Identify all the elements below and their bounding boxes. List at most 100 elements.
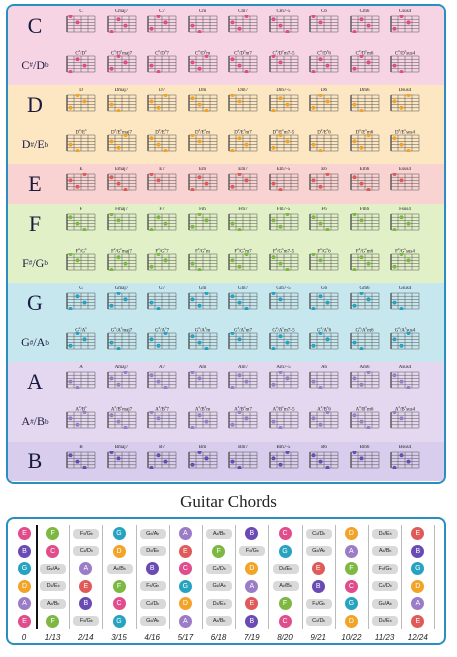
chord-diagram: B6: [309, 445, 339, 471]
chord-diagram: G#/Ab: [66, 326, 96, 352]
fret-number: 7/19: [244, 633, 260, 642]
chord-name: D#/Eb: [75, 127, 87, 136]
chord-diagram: A#/Bbsus4: [390, 405, 420, 431]
fret-grid: [228, 372, 258, 390]
note-marker: D #/E b: [372, 616, 399, 626]
chord-diagram: D#/Ebm7-5: [268, 128, 299, 154]
note-marker: C #/D b: [206, 563, 233, 574]
fret-grid: [228, 292, 258, 311]
chord-diagram: G#/Abmaj7: [106, 326, 137, 352]
fret-grid: [390, 94, 420, 112]
chord-diagram: Dm7-5: [268, 88, 299, 114]
chord-name: D#/Ebm: [195, 127, 210, 136]
chord-name: Amaj7: [114, 365, 129, 371]
fret-grid: [390, 411, 420, 429]
chord-name: A#/Bbmaj7: [110, 405, 133, 413]
fret-grid: [66, 55, 96, 73]
fret-grid: [349, 292, 379, 310]
fret-line: [235, 525, 237, 629]
chord-chart: C C Cmaj7 C7 Cm Cm7 Cm7-5 C6 Cm6 Csus4 C #/D b C#/Db C…: [6, 4, 446, 484]
fret-grid: [106, 292, 136, 310]
chord-name: Am7-5: [276, 365, 291, 371]
chord-name: E6: [321, 167, 327, 173]
chord-diagram: A#/Bbm6: [349, 405, 380, 431]
chord-diagram: B7: [147, 445, 177, 471]
chord-name: A6: [320, 365, 328, 371]
fret-grid: [309, 252, 339, 270]
chord-name: Cm6: [359, 9, 370, 14]
fret-grid: [66, 252, 96, 270]
note-marker: C: [178, 562, 192, 575]
fret-grid: [268, 332, 298, 350]
chord-diagram: Em7: [228, 167, 258, 193]
note-marker: A #/B b: [206, 528, 233, 539]
note-marker: D: [344, 614, 358, 628]
chord-diagram: Gm: [187, 286, 218, 312]
chord-name: Gm: [198, 286, 207, 292]
chord-diagram: D#/Eb6: [309, 128, 339, 154]
note-marker: B: [79, 597, 93, 610]
fret-grid: [228, 213, 258, 231]
fret-grid: [147, 213, 177, 231]
note-marker: C: [278, 614, 292, 628]
chord-name: Csus4: [398, 9, 412, 14]
chord-row-9: A A Amaj7 A7 Am Am7 Am7-5 A6 Am6 Asus4: [8, 362, 444, 402]
root-label: F #/G b: [22, 255, 48, 270]
chord-name: Gm6: [359, 286, 370, 292]
chord-diagram: C#/Dbm6: [349, 49, 380, 75]
chord-name: C#/Db: [75, 48, 87, 57]
chord-name: G#/Absus4: [394, 325, 416, 334]
fret-grid: [390, 292, 420, 311]
chord-diagram: A#/Bbm: [187, 405, 218, 431]
chord-name: D#/Ebsus4: [395, 127, 415, 136]
root-label: A #/B b: [21, 414, 49, 429]
chord-name: Dm: [198, 88, 207, 94]
fret-grid: [66, 134, 96, 152]
fret-grid: [147, 451, 177, 469]
chord-diagram: Csus4: [390, 9, 420, 35]
note-marker: F #/G b: [73, 616, 100, 626]
fret-grid: [228, 134, 258, 152]
chord-diagram: A7: [147, 365, 177, 391]
chord-name: Emaj7: [114, 167, 129, 173]
chord-diagram: Bm7-5: [268, 445, 299, 471]
fret-grid: [268, 213, 298, 231]
note-marker: A: [245, 579, 259, 593]
fret-grid: [390, 252, 420, 270]
fret-line: [202, 525, 203, 629]
fret-grid: [309, 15, 339, 33]
chord-name: A#/Bbm: [194, 405, 211, 413]
chord-name: Am6: [359, 365, 370, 371]
root-label: C: [27, 12, 43, 38]
chord-name: Fsus4: [399, 207, 411, 212]
chord-name: Fm6: [359, 207, 370, 212]
chord-diagram: D#/Eb: [66, 128, 96, 154]
fret-grid: [228, 173, 258, 191]
chord-diagram: F#/Gbsus4: [390, 247, 420, 273]
chord-name: A#/Bbm7: [234, 405, 252, 413]
chord-name: Dm7: [238, 88, 248, 94]
chord-row-7: G G Gmaj7 G7 Gm Gm7 Gm7-5 G6 Gm6 Gsus4: [8, 283, 444, 323]
chord-diagram: G#/Ab6: [309, 326, 339, 352]
chord-diagram: G6: [309, 286, 339, 312]
note-marker: G #/A b: [40, 563, 67, 574]
note-marker: G: [112, 614, 126, 628]
chord-name: A#/Bbsus4: [394, 405, 416, 413]
root-label: G #/A b: [21, 335, 49, 350]
note-marker: C #/D b: [139, 598, 166, 609]
chord-diagram: E6: [309, 167, 339, 193]
fret-grid: [187, 332, 217, 350]
chord-diagram: G#/Abm: [187, 326, 218, 352]
note-marker: B: [145, 562, 159, 575]
chord-name: F7: [159, 207, 165, 212]
fret-grid: [106, 450, 136, 468]
fret-grid: [268, 174, 298, 192]
chord-diagram: G#/Absus4: [390, 326, 420, 352]
chord-name: C6: [321, 9, 327, 14]
chord-name: Gm7-5: [276, 286, 291, 292]
fret-grid: [106, 213, 136, 231]
chord-diagram: C#/Dbsus4: [390, 49, 420, 75]
chord-name: A#/Bb: [75, 405, 87, 413]
fret-grid: [66, 331, 96, 350]
note-marker: D: [245, 562, 259, 575]
